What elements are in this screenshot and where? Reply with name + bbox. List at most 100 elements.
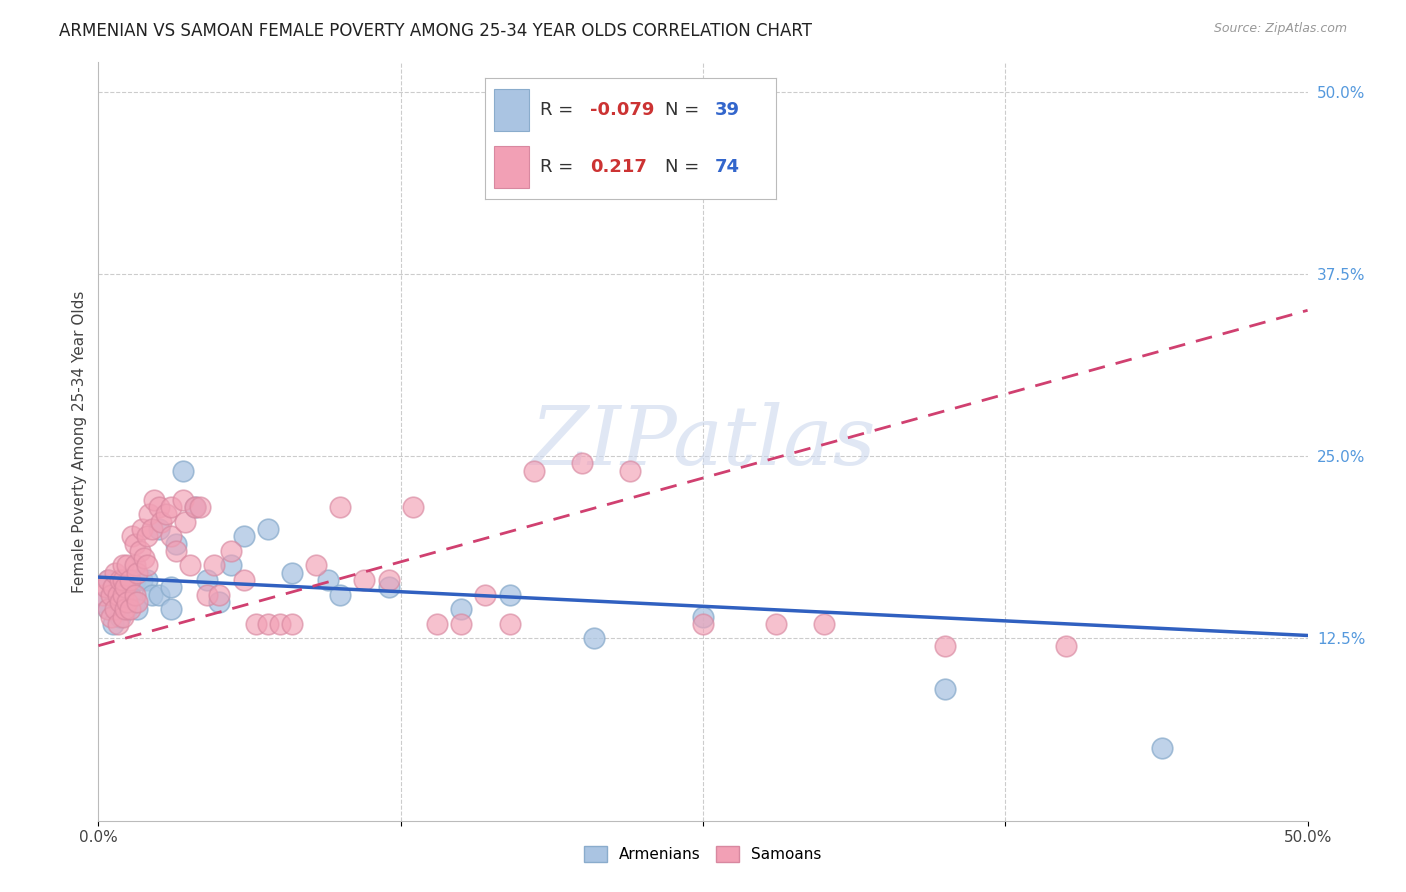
Point (305, 558, 328, 573)
Point (104, 566, 127, 580)
Point (131, 573, 153, 587)
Point (377, 580, 399, 594)
Point (281, 616, 304, 631)
Point (498, 588, 520, 602)
Point (1152, 740, 1174, 755)
Point (117, 602, 139, 616)
Point (121, 529, 143, 543)
Point (135, 529, 157, 543)
Point (104, 588, 127, 602)
Point (107, 616, 129, 631)
Point (329, 500, 352, 515)
Point (111, 609, 134, 624)
Point (426, 616, 449, 631)
Point (184, 500, 207, 515)
Point (100, 588, 122, 602)
Point (141, 588, 163, 602)
Point (208, 588, 231, 602)
Point (97, 573, 120, 587)
Text: Source: ZipAtlas.com: Source: ZipAtlas.com (1213, 22, 1347, 36)
Point (111, 573, 134, 587)
Point (165, 536, 187, 550)
Point (101, 616, 124, 631)
Point (111, 588, 134, 602)
Point (97, 573, 120, 587)
Point (141, 522, 163, 536)
Point (148, 500, 170, 515)
Point (117, 595, 139, 609)
Point (571, 457, 593, 471)
Point (118, 588, 141, 602)
Point (256, 522, 278, 536)
Point (765, 616, 787, 631)
Point (583, 632, 606, 646)
Point (179, 558, 201, 573)
Point (281, 566, 304, 580)
Point (619, 464, 641, 478)
Point (124, 536, 146, 550)
Point (692, 609, 714, 624)
Point (155, 508, 177, 522)
Point (117, 558, 139, 573)
Point (498, 616, 520, 631)
Point (134, 551, 156, 566)
Point (377, 573, 399, 587)
Point (114, 580, 136, 594)
Point (97, 602, 120, 616)
Point (269, 616, 291, 631)
Point (111, 588, 134, 602)
Text: ARMENIAN VS SAMOAN FEMALE POVERTY AMONG 25-34 YEAR OLDS CORRELATION CHART: ARMENIAN VS SAMOAN FEMALE POVERTY AMONG … (59, 22, 813, 40)
Point (195, 588, 218, 602)
Point (204, 558, 226, 573)
Point (523, 464, 546, 478)
Point (135, 558, 157, 573)
Point (172, 464, 194, 478)
Y-axis label: Female Poverty Among 25-34 Year Olds: Female Poverty Among 25-34 Year Olds (72, 291, 87, 592)
Point (232, 529, 254, 543)
Point (128, 544, 150, 558)
Point (104, 602, 127, 616)
Point (474, 588, 496, 602)
Point (934, 682, 956, 697)
Point (256, 616, 278, 631)
Point (450, 616, 472, 631)
Text: ZIPatlas: ZIPatlas (530, 401, 876, 482)
Point (114, 602, 136, 616)
Point (353, 573, 375, 587)
Point (107, 595, 129, 609)
Point (195, 573, 218, 587)
Point (108, 609, 131, 624)
Point (131, 522, 153, 536)
Point (148, 588, 170, 602)
Point (111, 580, 134, 594)
Point (135, 573, 157, 587)
Point (94, 580, 117, 594)
Point (127, 566, 149, 580)
Point (329, 588, 352, 602)
Point (402, 500, 425, 515)
Point (127, 602, 149, 616)
Point (124, 573, 146, 587)
Point (148, 522, 170, 536)
Point (118, 573, 141, 587)
Point (232, 573, 254, 587)
Point (165, 544, 187, 558)
Point (934, 639, 956, 653)
Legend: Armenians, Samoans: Armenians, Samoans (576, 838, 830, 870)
Point (91, 595, 114, 609)
Point (127, 595, 149, 609)
Point (97, 602, 120, 616)
Point (160, 602, 183, 616)
Point (1054, 639, 1077, 653)
Point (143, 492, 166, 507)
Point (813, 616, 835, 631)
Point (111, 558, 134, 573)
Point (108, 573, 131, 587)
Point (124, 558, 146, 573)
Point (172, 492, 194, 507)
Point (188, 500, 211, 515)
Point (101, 580, 124, 594)
Point (91, 588, 114, 602)
Point (221, 558, 243, 573)
Point (100, 609, 122, 624)
